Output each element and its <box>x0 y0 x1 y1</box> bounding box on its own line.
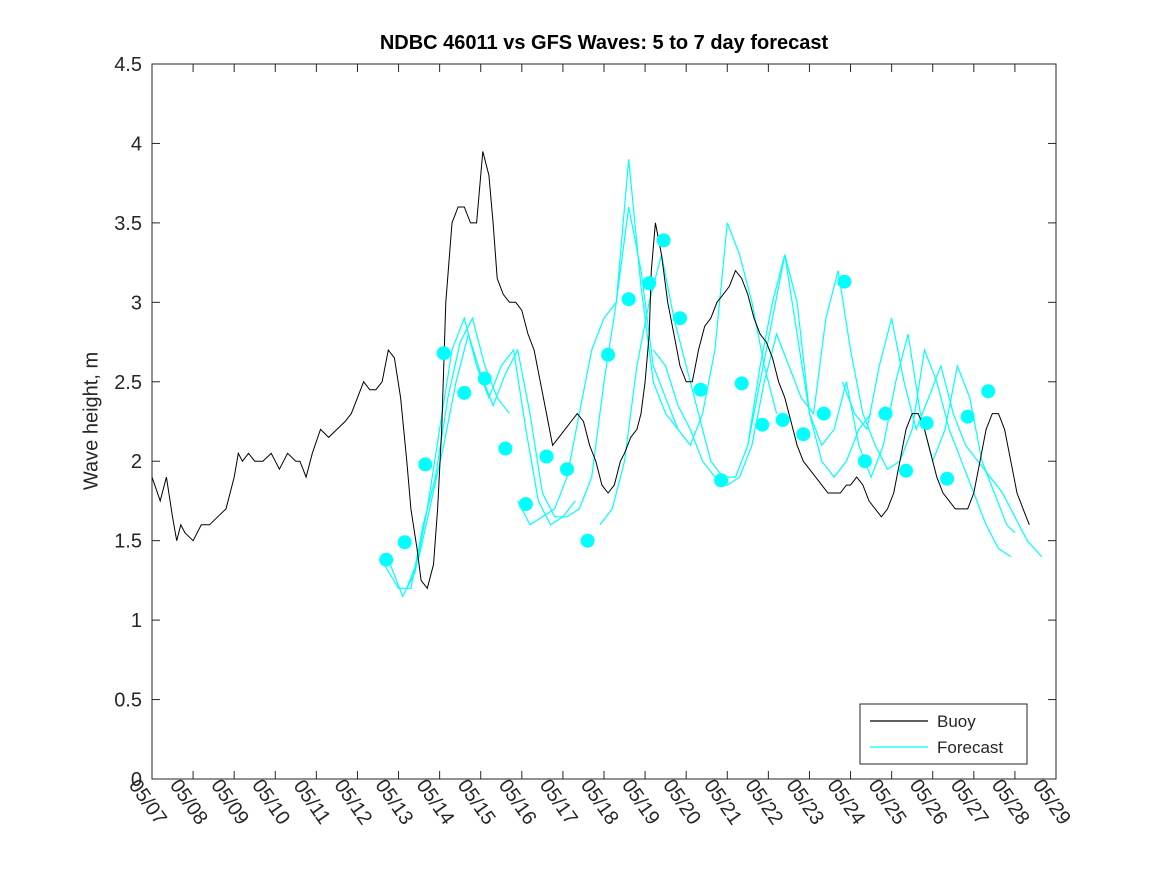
forecast-run-line-6 <box>652 270 1012 558</box>
x-tick-label: 05/28 <box>987 775 1034 829</box>
forecast-marker <box>734 376 749 391</box>
forecast-run-line-8 <box>841 318 1043 558</box>
x-tick-label: 05/19 <box>617 775 664 829</box>
forecast-marker <box>518 497 533 512</box>
forecast-marker <box>642 276 657 291</box>
y-tick-label: 0.5 <box>114 690 142 712</box>
forecast-marker <box>418 457 433 472</box>
plot-area <box>152 64 1056 779</box>
forecast-marker <box>960 409 975 424</box>
x-tick-label: 05/25 <box>864 775 911 829</box>
forecast-marker <box>673 311 687 326</box>
x-tick-label: 05/17 <box>535 775 582 829</box>
forecast-marker <box>899 463 913 478</box>
y-tick-label: 1 <box>131 610 142 632</box>
forecast-run-line-3 <box>406 159 679 589</box>
forecast-marker <box>837 274 852 289</box>
forecast-marker <box>477 371 492 386</box>
forecast-marker <box>656 233 671 248</box>
forecast-marker <box>498 441 513 456</box>
forecast-marker <box>601 347 616 362</box>
forecast-marker <box>816 406 831 421</box>
x-tick-label: 05/12 <box>330 775 377 829</box>
x-tick-label: 05/29 <box>1028 775 1075 829</box>
x-tick-label: 05/15 <box>453 775 500 829</box>
x-tick-label: 05/22 <box>740 775 787 829</box>
forecast-run-line-4 <box>517 206 778 526</box>
x-tick-label: 05/11 <box>289 776 335 828</box>
x-tick-label: 05/08 <box>165 775 212 829</box>
y-tick-label: 2.5 <box>114 372 142 394</box>
y-tick-label: 2 <box>131 451 142 473</box>
forecast-marker <box>379 552 394 567</box>
forecast-marker <box>919 416 934 431</box>
forecast-run-line-5 <box>599 254 872 526</box>
x-tick-label: 05/26 <box>905 775 952 829</box>
legend: Buoy Forecast <box>859 703 1028 765</box>
x-tick-label: 05/18 <box>576 775 623 829</box>
forecast-marker <box>796 427 811 442</box>
x-tick-label: 05/14 <box>412 775 459 829</box>
forecast-marker <box>693 382 708 397</box>
forecast-marker <box>580 533 595 548</box>
y-tick-label: 3 <box>131 292 142 314</box>
x-tick-label: 05/21 <box>699 775 746 829</box>
x-tick-label: 05/27 <box>946 775 993 829</box>
x-tick-label: 05/23 <box>782 775 829 829</box>
x-tick-label: 05/09 <box>206 775 253 829</box>
forecast-marker <box>775 412 790 427</box>
legend-label-1: Buoy <box>937 712 976 731</box>
legend-label-2: Forecast <box>937 738 1003 757</box>
y-axis-label: Wave height, m <box>80 351 103 491</box>
forecast-marker <box>714 473 729 488</box>
forecast-marker <box>397 535 412 550</box>
y-tick-label: 3.5 <box>114 213 142 235</box>
x-tick-label: 05/10 <box>247 775 294 829</box>
x-tick-label: 05/16 <box>494 775 541 829</box>
forecast-marker <box>981 384 996 399</box>
y-tick-label: 1.5 <box>114 531 142 553</box>
y-tick-label: 0 <box>131 769 142 791</box>
forecast-marker <box>560 462 574 477</box>
buoy-line <box>151 151 1030 590</box>
forecast-marker <box>539 449 554 464</box>
legend-box <box>859 703 1028 765</box>
forecast-marker <box>436 346 451 361</box>
y-tick-label: 4.5 <box>114 54 142 76</box>
x-tick-label: 05/13 <box>371 775 418 829</box>
forecast-marker <box>755 417 770 432</box>
chart-title: NDBC 46011 vs GFS Waves: 5 to 7 day fore… <box>379 32 829 54</box>
series-layer <box>151 151 1043 598</box>
x-tick-label: 05/24 <box>823 775 870 829</box>
forecast-marker <box>878 406 893 421</box>
forecast-marker <box>940 471 955 486</box>
x-tick-label: 05/20 <box>658 775 705 829</box>
forecast-marker <box>621 292 636 307</box>
y-tick-label: 4 <box>131 133 142 155</box>
forecast-marker <box>457 385 472 400</box>
forecast-marker <box>857 454 872 469</box>
